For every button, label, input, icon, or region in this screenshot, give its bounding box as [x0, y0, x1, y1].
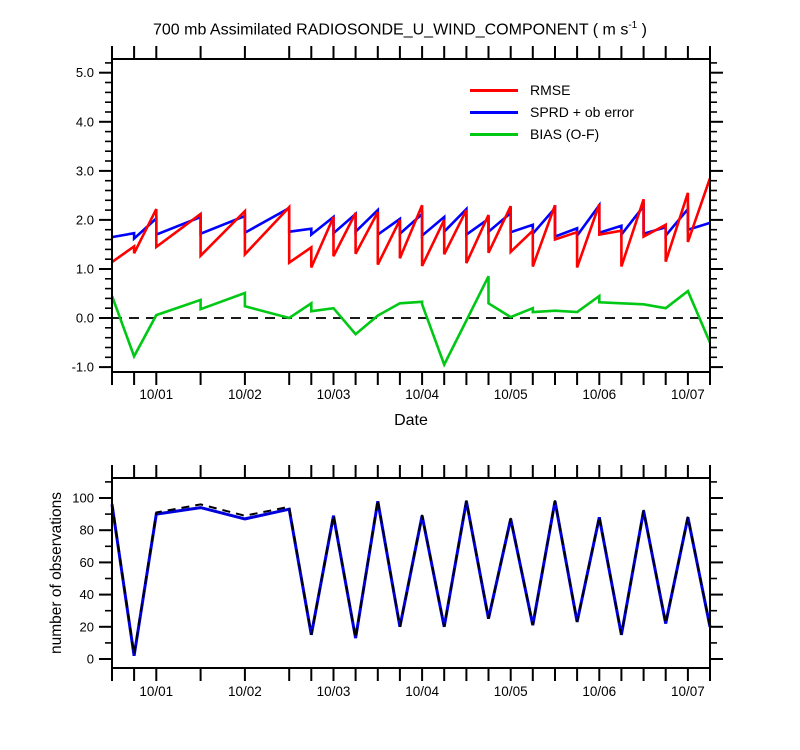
series-bias-o-f- — [110, 275, 712, 368]
legend-item-rmse: RMSE — [470, 82, 570, 98]
y-tick-label: 1.0 — [76, 261, 94, 276]
y-tick-label: 100 — [72, 490, 94, 505]
y-tick-label: 40 — [80, 587, 94, 602]
chart-title: 700 mb Assimilated RADIOSONDE_U_WIND_COM… — [0, 20, 800, 39]
x-tick-label: 10/03 — [317, 387, 351, 402]
legend-item-sprd: SPRD + ob error — [470, 104, 634, 120]
x-axis-title: Date — [394, 412, 428, 429]
legend-label-sprd: SPRD + ob error — [530, 104, 634, 120]
legend-label-bias: BIAS (O-F) — [530, 126, 600, 142]
x-tick-label: 10/05 — [494, 684, 528, 699]
x-tick-label: 10/06 — [582, 387, 616, 402]
legend-line-sprd-icon — [470, 110, 518, 114]
x-tick-label: 10/07 — [671, 684, 705, 699]
legend-line-bias-icon — [470, 132, 518, 136]
x-tick-label: 10/02 — [228, 387, 262, 402]
y-tick-label: 3.0 — [76, 163, 94, 178]
y-tick-label: 0.0 — [76, 311, 94, 326]
x-tick-label: 10/06 — [582, 684, 616, 699]
y-tick-label: 4.0 — [76, 114, 94, 129]
y-tick-label: -1.0 — [72, 360, 94, 375]
y-tick-label: 80 — [80, 523, 94, 538]
x-tick-label: 10/01 — [139, 684, 173, 699]
legend-item-bias: BIAS (O-F) — [470, 126, 599, 142]
chart-title-text: 700 mb Assimilated RADIOSONDE_U_WIND_COM… — [152, 21, 629, 39]
y-tick-label: 60 — [80, 555, 94, 570]
x-tick-label: 10/02 — [228, 684, 262, 699]
x-tick-label: 10/04 — [405, 684, 439, 699]
x-tick-label: 10/07 — [671, 387, 705, 402]
y-tick-label: 2.0 — [76, 212, 94, 227]
series-rmse — [111, 177, 712, 269]
legend-label-rmse: RMSE — [530, 82, 571, 98]
y-tick-label: 0 — [87, 651, 94, 666]
series-observations-dashed — [111, 499, 711, 655]
y-axis-title-observations: number of observations — [48, 492, 65, 654]
chart-title-suffix: ) — [637, 21, 648, 39]
x-tick-label: 10/04 — [405, 387, 439, 402]
x-tick-label: 10/03 — [317, 684, 351, 699]
legend-line-rmse-icon — [470, 88, 518, 92]
plot-frame-1 — [111, 477, 711, 669]
plot-frame-0 — [111, 58, 711, 373]
x-tick-label: 10/05 — [494, 387, 528, 402]
x-tick-label: 10/01 — [139, 387, 173, 402]
y-tick-label: 20 — [80, 619, 94, 634]
chart-title-unit-exponent: -1 — [628, 20, 638, 31]
y-tick-label: 5.0 — [76, 65, 94, 80]
